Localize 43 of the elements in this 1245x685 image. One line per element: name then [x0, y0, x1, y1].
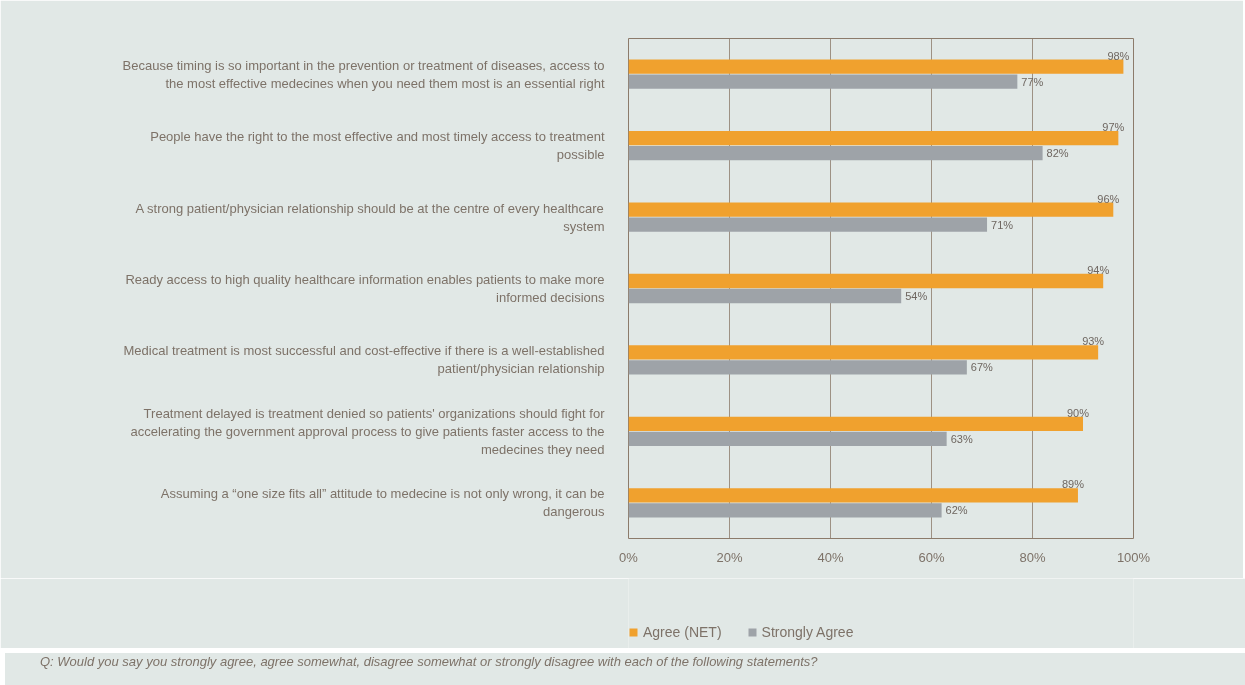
y-tick-label: Because timing is so important in the prevention or treatment of diseases, access to the most effective medecines when you need them most is an essential right: [122, 57, 605, 91]
data-label: 82%: [1046, 147, 1069, 160]
x-tick-label: 80%: [1019, 549, 1046, 565]
data-label: 90%: [1066, 406, 1090, 419]
bar: [628, 288, 902, 304]
bar: [628, 59, 1124, 74]
bar: [628, 345, 1099, 360]
bar: [628, 217, 988, 232]
y-tick-label: Medical treatment is most successful and cost-effective if there is a well-established patient/physician relationship: [123, 343, 605, 377]
data-label: 67%: [970, 361, 994, 374]
bar: [628, 360, 967, 375]
y-tick-label: Assuming a “one size fits all” attitude to medecine is not only wrong, it can be dangerous: [160, 486, 605, 520]
data-label: 98%: [1107, 49, 1130, 62]
data-label: 89%: [1061, 478, 1085, 491]
data-label: 97%: [1102, 121, 1125, 134]
bar: [628, 74, 1018, 89]
bar: [628, 416, 1083, 431]
bar: [628, 503, 942, 518]
bar: [628, 202, 1114, 217]
bar: [628, 273, 1104, 289]
y-tick-label: A strong patient/physician relationship should be at the centre of every healthcare system: [135, 200, 605, 234]
bar: [628, 131, 1119, 146]
legend-label: Strongly Agree: [761, 624, 854, 640]
data-label: 62%: [945, 504, 968, 517]
y-tick-label: People have the right to the most effective and most timely access to treatment possible: [150, 129, 605, 163]
data-label: 96%: [1097, 192, 1120, 205]
y-tick-label: Ready access to high quality healthcare information enables patients to make more informed decisions: [125, 272, 605, 305]
data-label: 71%: [991, 218, 1014, 231]
y-tick-label: Treatment delayed is treatment denied so patients' organizations should fight for accelerating the government approval process to give patients faster access to the medecines they need: [130, 405, 606, 457]
data-label: 54%: [905, 290, 928, 302]
data-label: 93%: [1082, 335, 1105, 348]
bar: [628, 488, 1078, 503]
x-tick-label: 0%: [619, 549, 639, 565]
x-tick-label: 20%: [716, 549, 743, 565]
bar: [628, 431, 947, 446]
data-label: 94%: [1087, 264, 1110, 276]
text: Q: Would you say you strongly agree, agree somewhat, disagree somewhat or strongly disagree with each of the following statements?: [40, 653, 818, 671]
legend-label: Agree (NET): [643, 624, 722, 640]
data-label: 63%: [950, 432, 973, 445]
x-tick-label: 40%: [817, 549, 844, 565]
x-tick-label: 60%: [918, 549, 945, 565]
x-tick-label: 100%: [1116, 549, 1151, 565]
bar: [628, 146, 1043, 161]
